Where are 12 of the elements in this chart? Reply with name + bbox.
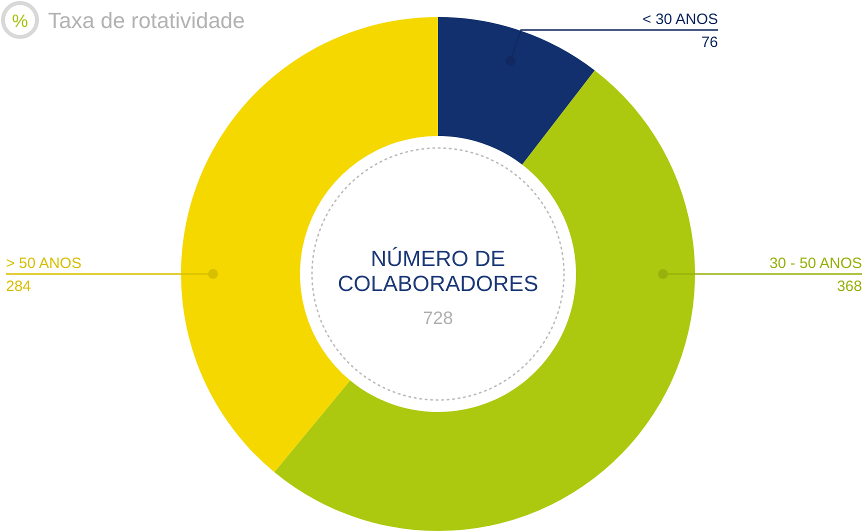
slice-label: > 50 ANOS bbox=[6, 255, 82, 272]
text: NÚMERO DE COLABORADORES bbox=[338, 246, 538, 296]
text: 728 bbox=[422, 308, 454, 328]
data-label: 76 bbox=[701, 34, 718, 51]
donut-slice bbox=[438, 17, 595, 165]
data-label: 368 bbox=[836, 278, 862, 295]
slice-label: 30 - 50 ANOS bbox=[769, 255, 862, 272]
slice-label: < 30 ANOS bbox=[642, 11, 718, 28]
data-label: 284 bbox=[6, 278, 32, 295]
percent-badge-icon: % bbox=[1, 1, 39, 39]
donut-slice bbox=[274, 70, 695, 531]
text: Taxa de rotatividade bbox=[48, 8, 245, 33]
